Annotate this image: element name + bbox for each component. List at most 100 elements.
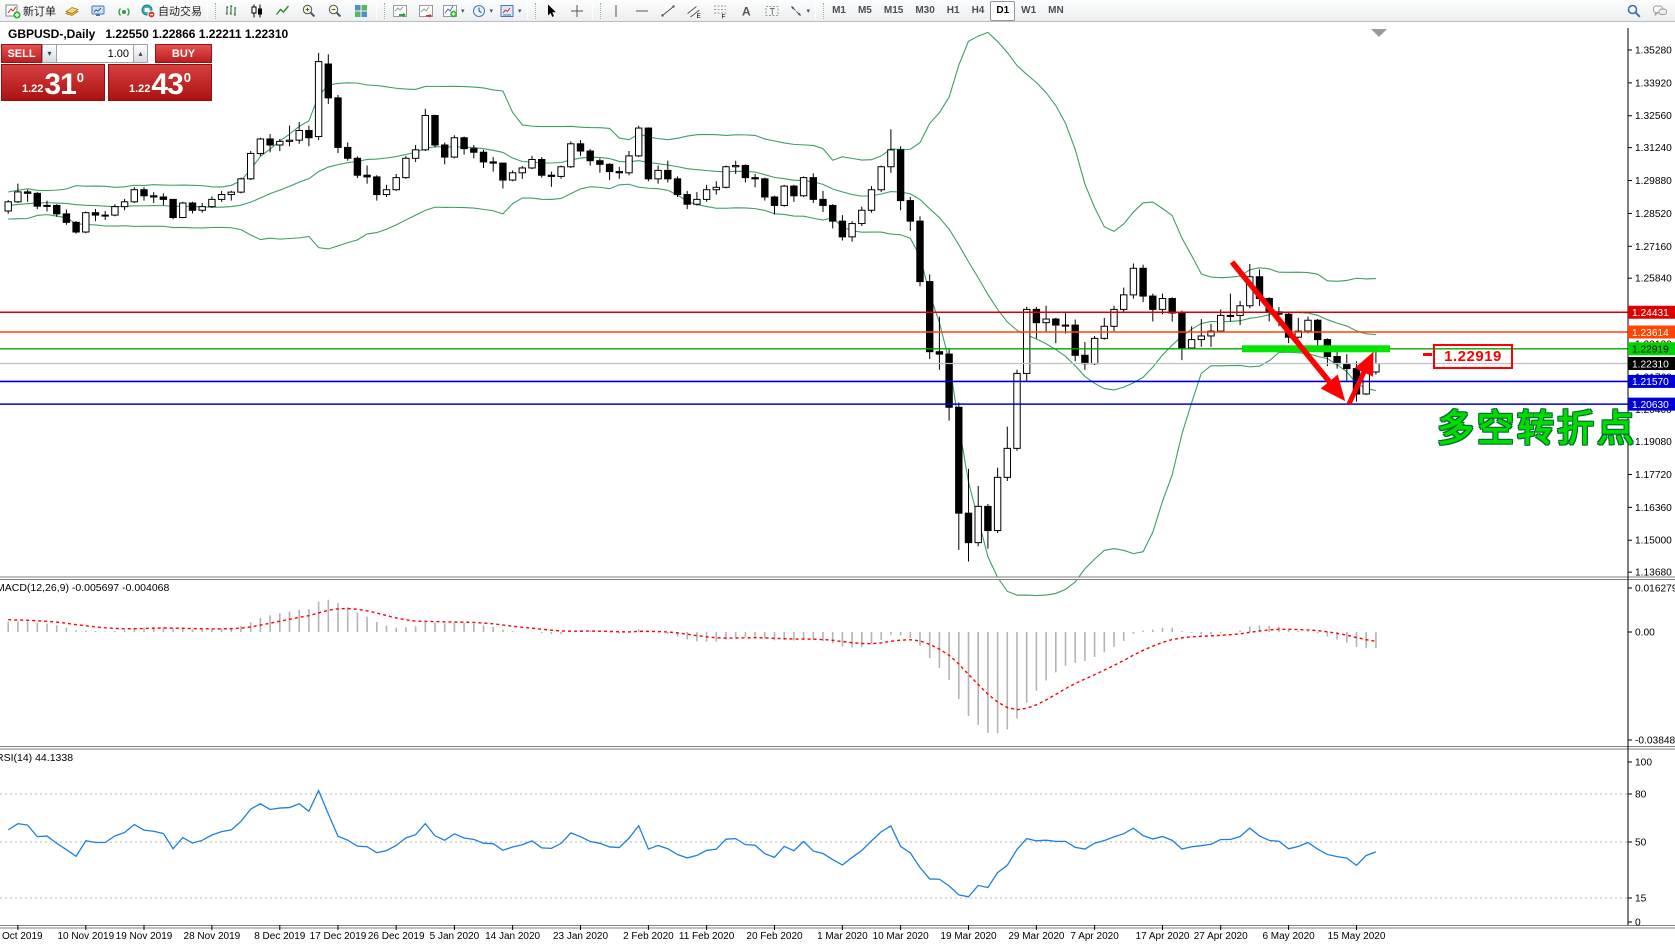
zoom-in-button[interactable] bbox=[296, 0, 322, 22]
timeframe-w1-button[interactable]: W1 bbox=[1021, 5, 1037, 16]
equidistant-channel-button[interactable]: E bbox=[681, 0, 707, 22]
candle-body bbox=[295, 129, 303, 141]
timeframe-m5-button[interactable]: M5 bbox=[857, 5, 872, 16]
auto-trading-button[interactable]: 自动交易 bbox=[137, 0, 205, 22]
timeframe-mn-button[interactable]: MN bbox=[1048, 5, 1064, 16]
candle-body bbox=[169, 198, 177, 219]
tile-windows-button[interactable] bbox=[348, 0, 374, 22]
neworder-icon bbox=[5, 4, 21, 19]
indicators-button[interactable]: ▾ bbox=[439, 0, 468, 22]
new-order-button[interactable]: 新订单 bbox=[2, 0, 59, 22]
zoomout-icon bbox=[328, 4, 342, 17]
toolbar-separator bbox=[526, 2, 536, 19]
volume-increase-button[interactable]: ▴ bbox=[133, 44, 148, 63]
templates-button[interactable]: ▾ bbox=[496, 0, 525, 22]
date-tick-label: 14 Jan 2020 bbox=[485, 931, 540, 942]
candle-body bbox=[1236, 305, 1244, 316]
cursor-button[interactable] bbox=[538, 0, 564, 22]
book-icon bbox=[65, 6, 79, 16]
line-chart-button[interactable] bbox=[270, 0, 296, 22]
auto-scroll-button[interactable] bbox=[387, 0, 413, 22]
candle-body bbox=[188, 202, 197, 211]
price-tick-label: 1.31240 bbox=[1635, 143, 1672, 154]
symbol-period-label: GBPUSD-,Daily bbox=[8, 27, 96, 41]
candle-body bbox=[373, 176, 381, 196]
timeframe-d1-button[interactable]: D1 bbox=[990, 0, 1016, 21]
data-window-button[interactable] bbox=[85, 0, 111, 22]
arrows-button[interactable]: ▾ bbox=[785, 0, 814, 22]
timeframe-m15-button[interactable]: M15 bbox=[883, 5, 904, 16]
candle-body bbox=[858, 209, 866, 225]
vertical-line-button[interactable] bbox=[603, 0, 629, 22]
timeframe-h1-button[interactable]: H1 bbox=[946, 5, 960, 16]
candle-body bbox=[276, 140, 284, 146]
candle-body bbox=[887, 149, 895, 168]
bollinger-band-line bbox=[8, 31, 1376, 282]
zoom-out-button[interactable] bbox=[322, 0, 348, 22]
periods-button[interactable]: ▾ bbox=[468, 0, 497, 22]
candle-body bbox=[72, 221, 80, 233]
rsi-axis-label: 0 bbox=[1635, 918, 1641, 929]
candle-body bbox=[829, 204, 837, 222]
price-tick-label: 1.17720 bbox=[1635, 470, 1672, 481]
price-tick-label: 1.20400 bbox=[1635, 405, 1672, 416]
autoscroll-icon bbox=[393, 4, 407, 17]
candle-body bbox=[780, 185, 788, 206]
timeframe-h4-button[interactable]: H4 bbox=[971, 5, 985, 16]
chart-title: GBPUSD-,Daily 1.22550 1.22866 1.22211 1.2… bbox=[8, 27, 288, 41]
date-tick-label: 19 Nov 2019 bbox=[116, 931, 173, 942]
timeframe-m30-button[interactable]: M30 bbox=[915, 5, 935, 16]
candle-body bbox=[877, 166, 885, 191]
buy-price-pips: 43 bbox=[151, 68, 183, 101]
date-tick-label: 1 Mar 2020 bbox=[817, 931, 868, 942]
candles-icon bbox=[251, 4, 262, 17]
candle-body bbox=[402, 157, 410, 179]
candle-body bbox=[4, 201, 12, 212]
candle-body bbox=[479, 151, 488, 163]
text-button[interactable]: A bbox=[733, 0, 759, 22]
date-tick-label: 19 Mar 2020 bbox=[940, 931, 997, 942]
text-label-button[interactable]: T bbox=[759, 0, 785, 22]
horizontal-line-button[interactable] bbox=[629, 0, 655, 22]
bar-chart-button[interactable] bbox=[218, 0, 244, 22]
price-flag-tick bbox=[1423, 353, 1432, 356]
signals-button[interactable] bbox=[111, 0, 137, 22]
candle-body bbox=[33, 192, 41, 207]
candle-body bbox=[926, 281, 934, 353]
red-arrow-object[interactable] bbox=[1346, 351, 1374, 406]
candlestick-chart-button[interactable] bbox=[244, 0, 270, 22]
candle-body bbox=[993, 476, 1002, 532]
buy-button[interactable]: BUY bbox=[155, 44, 212, 63]
red-arrow-object[interactable] bbox=[1229, 260, 1346, 402]
sell-price-pips: 31 bbox=[44, 68, 76, 101]
support-trendline-object[interactable] bbox=[1242, 345, 1390, 353]
rsi-axis-label: 80 bbox=[1635, 790, 1647, 801]
candle-body bbox=[1061, 324, 1070, 327]
timeframe-m1-button[interactable]: M1 bbox=[832, 5, 846, 16]
sell-price-point: 0 bbox=[76, 70, 85, 85]
trendline-button[interactable] bbox=[655, 0, 681, 22]
turning-point-annotation[interactable]: 多空转折点 bbox=[1437, 408, 1637, 449]
rsi-indicator-label: RSI(14) 44.1338 bbox=[0, 752, 74, 764]
support-price-label[interactable]: 1.22919 bbox=[1433, 344, 1513, 369]
candle-body bbox=[1197, 335, 1205, 341]
sell-price-button[interactable]: 1.22 31 0 bbox=[1, 64, 105, 101]
candle-body bbox=[470, 148, 478, 153]
crosshair-button[interactable] bbox=[564, 0, 590, 22]
sell-button[interactable]: SELL bbox=[1, 44, 42, 63]
candle-body bbox=[431, 115, 439, 146]
volume-input[interactable] bbox=[57, 44, 133, 63]
volume-decrease-button[interactable]: ▾ bbox=[42, 44, 57, 63]
candle-body bbox=[101, 214, 109, 217]
candle-body bbox=[867, 189, 876, 211]
chat-button[interactable] bbox=[1647, 0, 1673, 22]
buy-price-button[interactable]: 1.22 43 0 bbox=[108, 64, 212, 101]
market-watch-button[interactable] bbox=[59, 0, 85, 22]
candle-body bbox=[1013, 372, 1021, 449]
search-button[interactable] bbox=[1621, 0, 1647, 22]
candle-body bbox=[1333, 356, 1341, 365]
chart-shift-button[interactable] bbox=[413, 0, 439, 22]
candle-body bbox=[1207, 330, 1215, 337]
fibonacci-button[interactable]: F bbox=[707, 0, 733, 22]
